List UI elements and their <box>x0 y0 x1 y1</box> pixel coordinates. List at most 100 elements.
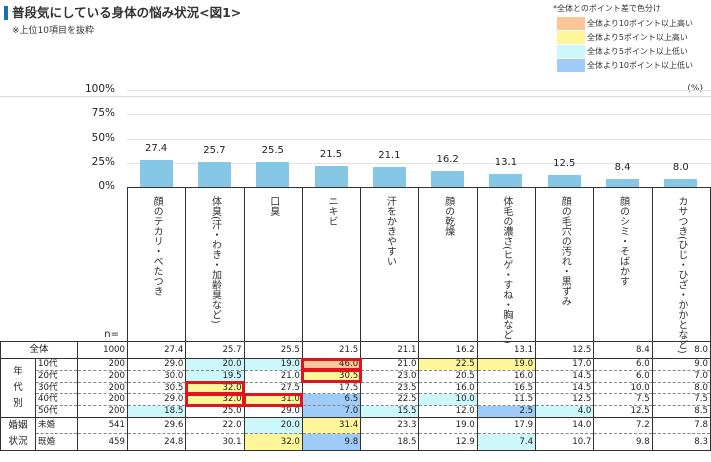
table-cell: 14.0 <box>535 417 595 435</box>
row-group-marital: 婚姻 状況 <box>0 416 36 451</box>
bar-value-label: 21.5 <box>319 149 343 161</box>
table-cell: 11.5 <box>476 393 537 407</box>
table-cell: 15.5 <box>360 405 420 418</box>
table-cell: 16.0 <box>418 382 478 395</box>
table-cell: 25.0 <box>185 405 245 418</box>
table-cell: 20.0 <box>185 358 245 371</box>
divider <box>0 96 711 97</box>
table-cell: 17.5 <box>301 382 362 395</box>
table-cell: 18.5 <box>126 405 187 418</box>
table-cell: 17.0 <box>535 358 595 371</box>
bar <box>372 166 406 187</box>
table-cell: 29.0 <box>126 358 187 371</box>
sample-size: 1000 <box>77 341 128 359</box>
legend-item: 全体より5ポイント以上低い <box>557 44 693 58</box>
table-cell: 10.0 <box>418 393 478 407</box>
category-header: カサつき(ひじ・ひざ・かかとなど) <box>651 187 711 354</box>
table-row: 婚姻 状況 未婚 541 29.6 22.0 20.0 31.4 23.3 19.0 17.9 14… <box>0 416 711 451</box>
table-cell: 8.0 <box>651 382 711 395</box>
table-cell: 12.0 <box>418 405 478 418</box>
table-row: 年 代 別 10代 200 29.0 20.0 19.0 46.0 21.0 22.5 19.0 1… <box>0 357 711 418</box>
table-cell: 16.2 <box>418 341 478 359</box>
table-cell: 9.0 <box>651 358 711 371</box>
table-cell: 27.5 <box>243 382 303 395</box>
category-label: 顔の毛穴の汚れ・黒ずみ <box>559 196 571 306</box>
table-cell: 9.8 <box>593 433 653 451</box>
row-label-total: 全体 <box>0 341 78 359</box>
row-sublabel: 未婚 <box>35 417 78 435</box>
row-sublabel: 既婚 <box>35 433 78 451</box>
table-row: 全体 1000 27.4 25.7 25.5 21.5 21.1 16.2 13.1 12.5 8.… <box>0 341 711 359</box>
table-cell: 30.5 <box>301 369 362 384</box>
bar <box>431 171 465 187</box>
table-cell: 2.5 <box>476 405 537 418</box>
gridline <box>127 138 711 140</box>
legend-item: 全体より5ポイント以上高い <box>557 30 693 44</box>
table-cell: 17.9 <box>476 417 537 435</box>
table-cell: 29.0 <box>243 405 303 418</box>
legend-item: 全体より10ポイント以上高い <box>557 16 693 30</box>
chart-title: 普段気にしている身体の悩み状況<図1> <box>4 6 241 20</box>
table-cell: 6.0 <box>593 358 653 371</box>
table-cell: 19.0 <box>476 358 537 371</box>
category-header: 顔の乾燥 <box>418 187 478 342</box>
sample-size: 541 <box>77 417 128 435</box>
gridline <box>127 114 711 116</box>
table-cell: 8.4 <box>593 341 653 359</box>
category-header: 汗をかきやすい <box>360 187 420 342</box>
row-sublabel: 10代 <box>35 358 78 371</box>
table-cell: 7.0 <box>651 370 711 383</box>
table-cell: 14.5 <box>535 382 595 395</box>
category-label: 顔のシミ・そばかす <box>617 196 629 286</box>
bar-value-label: 8.4 <box>614 161 631 173</box>
table-row: 50代 200 18.5 25.0 29.0 7.0 15.5 12.0 2.5 4.0 12.5 8… <box>1 405 711 418</box>
n-label: n= <box>104 329 119 341</box>
table-cell: 46.0 <box>301 357 362 372</box>
sample-size: 200 <box>77 393 128 407</box>
data-table: n= 顔のテカリ・べたつき 体臭(汗・わき・加齢臭など) 口臭 ニキビ 汗をかきやすい 顔の… <box>0 187 711 451</box>
table-cell: 6.0 <box>593 370 653 383</box>
bar-value-label: 25.7 <box>203 145 226 157</box>
table-row: 30代 200 30.5 32.0 27.5 17.5 23.5 16.0 16.5 14.5 10… <box>1 381 711 395</box>
table-cell: 23.3 <box>360 417 420 435</box>
legend-item: 全体より10ポイント以上低い <box>557 58 693 72</box>
category-header: 顔のシミ・そばかす <box>593 187 653 342</box>
sample-size: 200 <box>77 382 128 395</box>
table-cell: 31.0 <box>243 392 304 407</box>
table-cell: 4.0 <box>535 405 595 418</box>
bar <box>489 174 523 187</box>
table-cell: 24.8 <box>126 433 187 451</box>
sample-size: 200 <box>77 358 128 371</box>
bar <box>256 162 290 187</box>
table-cell: 10.7 <box>535 433 595 451</box>
bar-value-label: 8.0 <box>672 162 689 174</box>
row-sublabel: 50代 <box>35 405 78 418</box>
bar <box>314 166 348 187</box>
bar <box>664 179 698 187</box>
y-axis-tick-label: 50% <box>91 131 115 144</box>
table-cell: 7.2 <box>593 417 653 435</box>
gridline <box>127 90 711 91</box>
legend-swatch <box>557 44 585 58</box>
table-cell: 12.5 <box>535 341 595 359</box>
table-cell: 29.0 <box>126 393 187 407</box>
category-label: 顔のテカリ・べたつき <box>151 196 163 296</box>
sample-size: 200 <box>77 370 128 383</box>
category-label: ニキビ <box>326 196 338 226</box>
table-header-row: n= 顔のテカリ・べたつき 体臭(汗・わき・加齢臭など) 口臭 ニキビ 汗をかきやすい 顔の… <box>1 187 711 354</box>
table-cell: 23.0 <box>360 370 420 383</box>
table-cell: 30.5 <box>126 382 187 395</box>
table-cell: 30.1 <box>185 433 245 451</box>
table-row: 既婚 459 24.8 30.1 32.0 9.8 18.5 12.9 7.4 10.7 9.8 8.… <box>1 433 711 451</box>
category-header: 口臭 <box>243 187 303 342</box>
legend: *全体とのポイント差で色分け 全体より10ポイント以上高い 全体より5ポイント以… <box>553 3 693 72</box>
category-label: 体毛の濃さ(ヒゲ・すね・胸など) <box>500 196 512 344</box>
table-cell: 29.6 <box>126 417 187 435</box>
y-axis-tick-label: 75% <box>91 107 115 120</box>
table-cell: 9.8 <box>301 433 362 451</box>
row-sublabel: 40代 <box>35 393 78 407</box>
table-cell: 21.1 <box>360 341 420 359</box>
table-cell: 8.0 <box>651 341 711 359</box>
sample-size: 200 <box>77 405 128 418</box>
table-cell: 31.4 <box>301 417 362 435</box>
